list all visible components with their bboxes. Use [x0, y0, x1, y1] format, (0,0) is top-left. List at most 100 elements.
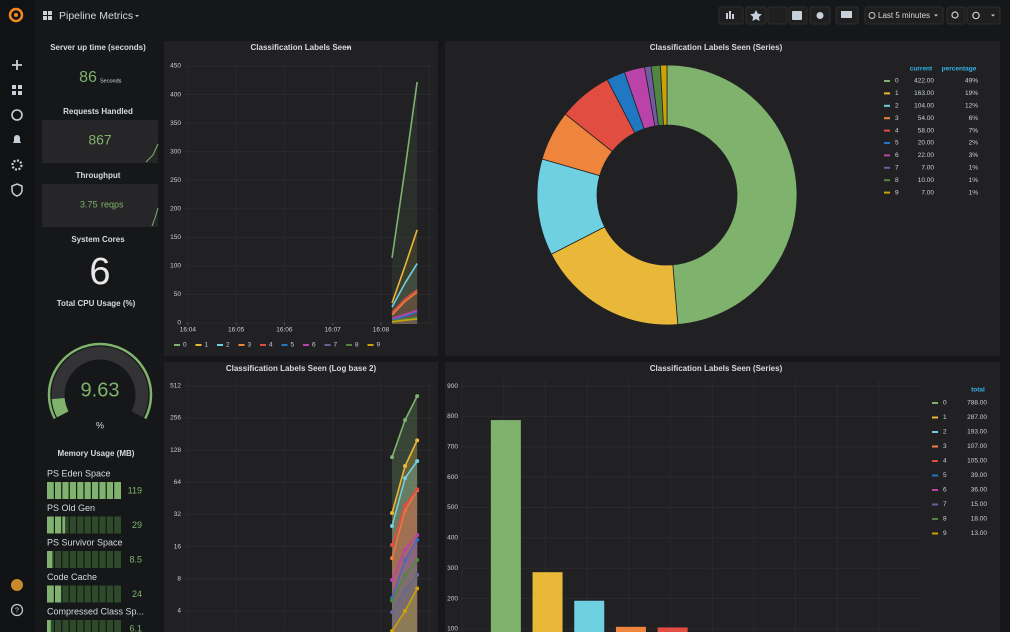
legend-label: 1	[943, 414, 947, 421]
series-point	[403, 547, 408, 552]
y-tick-label: 4	[177, 608, 181, 615]
bar	[532, 572, 563, 632]
bar-gauge-gap	[113, 620, 115, 632]
y-tick-label: 256	[170, 415, 181, 422]
time-picker[interactable]	[864, 6, 944, 25]
legend-value: 788.00	[967, 400, 987, 407]
logo[interactable]	[8, 7, 24, 23]
series-line	[391, 309, 418, 320]
legend-header: current	[910, 66, 933, 73]
legend-percentage: 1%	[969, 189, 979, 196]
series-line	[391, 229, 418, 304]
legend-label: 4	[943, 458, 947, 465]
legend-label: 8	[895, 177, 899, 184]
stat-value: 3.75	[80, 199, 98, 209]
toolbar-icons	[726, 10, 959, 21]
memory-name: PS Eden Space	[47, 468, 111, 478]
series-point	[390, 542, 395, 547]
bar-gauge-gap	[113, 551, 115, 568]
stat-value: 86	[79, 69, 97, 86]
panel	[445, 362, 1000, 632]
plot	[490, 420, 688, 632]
legend-value: 7.00	[921, 189, 934, 196]
logo-dot	[14, 13, 18, 17]
dashboard-title[interactable]: Pipeline Metrics	[59, 10, 133, 22]
plot	[390, 394, 420, 632]
series-point	[390, 556, 395, 561]
bar	[615, 626, 646, 632]
bar-gauge-gap	[53, 551, 55, 568]
series-point	[403, 587, 408, 592]
bar-gauge-gap	[98, 482, 100, 499]
stat-value: 6	[89, 251, 110, 293]
memory-name: PS Old Gen	[47, 503, 95, 513]
help-icon[interactable]	[10, 603, 24, 617]
y-tick-label: 32	[174, 511, 182, 518]
bar-gauge-gap	[83, 482, 85, 499]
refresh-button[interactable]	[966, 6, 1001, 25]
memory-name: Code Cache	[47, 572, 97, 582]
legend-label: 5	[943, 472, 947, 479]
legend-label: 1	[895, 90, 899, 97]
dashboards-icon[interactable]	[12, 85, 22, 95]
panel-title: Server up time (seconds)	[50, 43, 146, 52]
legend-label: 6	[895, 152, 899, 159]
bar-gauge-gap	[76, 620, 78, 632]
admin-icon[interactable]	[11, 183, 23, 197]
y-tick-label: 400	[170, 91, 181, 98]
sidebar	[0, 0, 34, 632]
sparkline	[151, 207, 159, 227]
legend-label: 1	[205, 342, 209, 349]
legend-percentage: 12%	[965, 103, 978, 110]
series-point	[415, 438, 420, 443]
bar-gauge-gap	[98, 551, 100, 568]
series-point	[403, 476, 408, 481]
plot	[391, 81, 418, 324]
share-button[interactable]	[767, 6, 788, 25]
x-tick-label: 16:08	[373, 327, 390, 334]
series-point	[415, 537, 420, 542]
legend-value: 36.00	[971, 487, 988, 494]
zoom-button[interactable]	[946, 6, 966, 25]
x-tick-label: 16:07	[325, 327, 342, 334]
panel	[164, 362, 438, 632]
config-icon[interactable]	[11, 159, 23, 171]
legend-label: 8	[355, 342, 359, 349]
alert-icon[interactable]	[13, 135, 21, 143]
legend-value: 105.00	[967, 458, 987, 465]
bar-gauge-gap	[105, 551, 107, 568]
legend-label: 5	[895, 140, 899, 147]
series-point	[403, 503, 408, 508]
legend-value: 22.00	[918, 152, 935, 159]
bar-gauge-fill	[47, 516, 66, 534]
refresh-caret	[991, 14, 995, 17]
stat-box	[42, 184, 158, 227]
legend-label: 3	[943, 443, 947, 450]
legend-label: 8	[943, 516, 947, 523]
help-mark: ?	[15, 607, 19, 614]
bar-gauge-gap	[113, 516, 115, 534]
y-tick-label: 0	[177, 320, 181, 327]
bar-gauge-gap	[105, 516, 107, 534]
series-point	[390, 455, 395, 460]
bar-gauge-gap	[113, 585, 115, 603]
bar-gauge-gap	[105, 585, 107, 603]
bar-gauge-gap	[98, 585, 100, 603]
series-line	[391, 318, 418, 323]
bar-gauge-gap	[90, 585, 92, 603]
bar-gauge-gap	[98, 620, 100, 632]
series-point	[403, 558, 408, 563]
time-range[interactable]: Last 5 minutes	[878, 11, 930, 20]
x-tick-label: 16:05	[228, 327, 245, 334]
bar-gauge-fill	[47, 620, 51, 632]
explore-icon[interactable]	[11, 109, 23, 121]
avatar[interactable]	[11, 579, 23, 591]
create-icon[interactable]	[12, 60, 22, 70]
bar-gauge-gap	[113, 482, 115, 499]
panel-title: Requests Handled	[63, 107, 133, 116]
series-area	[392, 535, 418, 632]
stat-unit: reqps	[101, 199, 124, 209]
memory-value: 29	[132, 520, 142, 530]
legend-label: 0	[183, 342, 187, 349]
bar-gauge-gap	[68, 482, 70, 499]
